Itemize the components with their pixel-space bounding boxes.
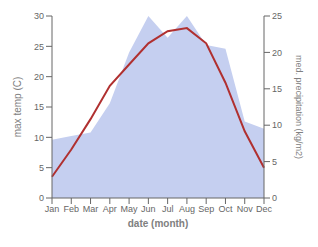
svg-text:15: 15 [272,84,282,94]
svg-text:30: 30 [34,11,44,21]
svg-text:May: May [121,204,139,214]
svg-text:5: 5 [39,163,44,173]
svg-text:25: 25 [272,11,282,21]
svg-text:Mar: Mar [83,204,99,214]
svg-text:Oct: Oct [218,204,233,214]
svg-text:20: 20 [272,48,282,58]
svg-text:Jul: Jul [162,204,174,214]
svg-text:med. precipitation (kg/m2): med. precipitation (kg/m2) [294,55,304,159]
svg-text:15: 15 [34,102,44,112]
svg-text:Apr: Apr [103,204,117,214]
svg-text:Feb: Feb [64,204,80,214]
svg-text:Nov: Nov [237,204,254,214]
svg-text:max temp (C): max temp (C) [12,77,23,138]
svg-text:20: 20 [34,72,44,82]
svg-text:Jun: Jun [141,204,156,214]
svg-text:date (month): date (month) [128,218,189,229]
svg-text:Sep: Sep [198,204,214,214]
svg-text:Jan: Jan [45,204,60,214]
svg-text:0: 0 [39,193,44,203]
svg-text:10: 10 [272,120,282,130]
svg-text:10: 10 [34,133,44,143]
svg-text:Dec: Dec [256,204,273,214]
svg-text:Aug: Aug [179,204,195,214]
svg-text:5: 5 [272,157,277,167]
svg-text:25: 25 [34,42,44,52]
svg-text:0: 0 [272,193,277,203]
